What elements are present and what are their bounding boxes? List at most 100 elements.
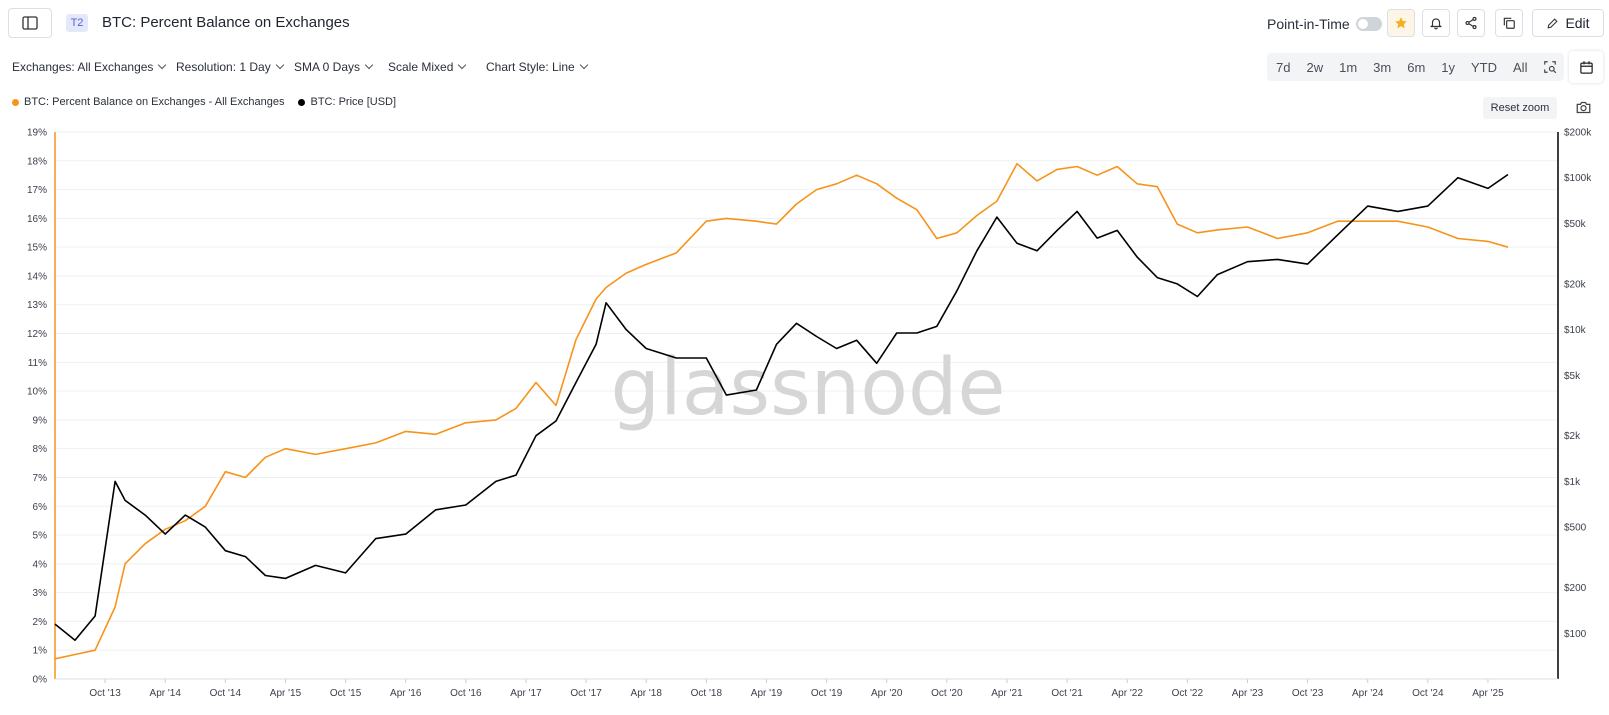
legend-label-price: BTC: Price [USD]	[310, 96, 397, 108]
y-left-tick-label: 18%	[27, 156, 47, 167]
chevron-down-icon	[364, 60, 374, 70]
y-right-tick-label: $100k	[1564, 173, 1592, 184]
x-tick-label: Oct '21	[1051, 688, 1083, 699]
y-right-tick-label: $5k	[1564, 371, 1581, 382]
y-right-tick-label: $10k	[1564, 325, 1587, 336]
range-1y[interactable]: 1y	[1441, 59, 1456, 75]
legend-label-balance: BTC: Percent Balance on Exchanges - All …	[24, 96, 285, 108]
chevron-down-icon	[275, 60, 284, 70]
reset-zoom-button[interactable]: Reset zoom	[1483, 97, 1557, 119]
point-in-time-toggle[interactable]	[1356, 17, 1382, 31]
legend-item-balance[interactable]: BTC: Percent Balance on Exchanges - All …	[12, 96, 284, 108]
legend-dot-price	[298, 98, 306, 106]
series-line-balance	[54, 162, 1509, 660]
y-left-tick-label: 3%	[33, 588, 48, 599]
tier-badge: T2	[66, 14, 88, 32]
y-right-tick-label: $20k	[1564, 279, 1587, 290]
scale-dropdown[interactable]: Scale Mixed	[388, 60, 467, 74]
range-1m[interactable]: 1m	[1339, 59, 1358, 75]
y-right-tick-label: $200	[1564, 583, 1587, 594]
chevron-down-icon	[579, 60, 588, 70]
filter-bar: Exchanges: All Exchanges Resolution: 1 D…	[0, 52, 1609, 82]
y-left-tick-label: 5%	[33, 531, 48, 542]
x-tick-label: Oct '13	[89, 688, 121, 699]
screenshot-button[interactable]	[1576, 101, 1591, 119]
exchanges-dropdown-label: Exchanges: All Exchanges	[12, 60, 154, 74]
y-left-tick-label: 11%	[28, 358, 47, 369]
calendar-icon	[1579, 60, 1593, 74]
y-left-tick-label: 13%	[27, 300, 47, 311]
range-ytd[interactable]: YTD	[1471, 59, 1498, 75]
time-range-selector: 7d 2w 1m 3m 6m 1y YTD All	[1267, 53, 1564, 81]
resolution-dropdown-label: Resolution: 1 Day	[176, 60, 271, 74]
range-all[interactable]: All	[1513, 59, 1528, 75]
legend-item-price[interactable]: BTC: Price [USD]	[298, 96, 396, 108]
alert-button[interactable]	[1422, 9, 1450, 37]
sidebar-icon	[22, 16, 38, 30]
x-tick-label: Apr '21	[991, 688, 1023, 699]
share-icon	[1465, 16, 1477, 30]
sidebar-toggle-button[interactable]	[8, 8, 52, 38]
y-left-tick-label: 9%	[33, 415, 48, 426]
y-left-tick-label: 1%	[33, 646, 48, 657]
point-in-time-label: Point-in-Time	[1267, 16, 1350, 32]
chart[interactable]: glassnode 0%1%2%3%4%5%6%7%8%9%10%11%12%1…	[0, 124, 1609, 715]
duplicate-button[interactable]	[1495, 9, 1523, 37]
y-axis-left: 0% 1% 2% 3% 4% 5% 6% 7% 8% 9% 10% 11% 12% 13% 14% 15% 16…	[27, 128, 47, 686]
page-title: BTC: Percent Balance on Exchanges	[102, 14, 350, 31]
share-button[interactable]	[1457, 9, 1485, 37]
x-tick-label: Apr '15	[270, 688, 302, 699]
range-6m[interactable]: 6m	[1407, 59, 1426, 75]
x-tick-label: Oct '17	[570, 688, 602, 699]
edit-button[interactable]: Edit	[1532, 9, 1604, 37]
zoom-select-button[interactable]	[1535, 53, 1565, 81]
top-bar: T2 BTC: Percent Balance on Exchanges Poi…	[0, 0, 1609, 48]
y-left-tick-label: 15%	[27, 243, 47, 254]
legend-dot-balance	[12, 98, 19, 106]
range-7d[interactable]: 7d	[1276, 59, 1291, 75]
sma-dropdown[interactable]: SMA 0 Days	[294, 60, 374, 74]
y-right-tick-label: $50k	[1564, 219, 1587, 230]
x-tick-label: Apr '16	[390, 688, 422, 699]
y-left-tick-label: 10%	[27, 387, 47, 398]
y-left-tick-label: 14%	[27, 271, 47, 282]
chart-style-dropdown[interactable]: Chart Style: Line	[486, 60, 588, 74]
x-tick-label: Apr '17	[510, 688, 542, 699]
y-right-tick-label: $500	[1564, 523, 1587, 534]
zoom-select-icon	[1544, 61, 1557, 74]
x-axis: Oct '13 Apr '14 Oct '14 Apr '15 Oct '15 Apr '…	[89, 679, 1504, 699]
x-tick-label: Oct '22	[1172, 688, 1204, 699]
range-2w[interactable]: 2w	[1306, 59, 1324, 75]
x-tick-label: Oct '19	[811, 688, 843, 699]
resolution-dropdown[interactable]: Resolution: 1 Day	[176, 60, 284, 74]
y-right-tick-label: $100	[1564, 629, 1587, 640]
x-tick-label: Apr '14	[150, 688, 182, 699]
edit-label: Edit	[1565, 15, 1590, 31]
x-tick-label: Oct '24	[1412, 688, 1444, 699]
favorite-button[interactable]	[1387, 9, 1415, 37]
y-left-tick-label: 17%	[27, 185, 47, 196]
series-line-price	[54, 173, 1509, 641]
star-icon	[1395, 17, 1407, 29]
y-left-tick-label: 8%	[33, 444, 48, 455]
y-left-tick-label: 4%	[33, 559, 48, 570]
bell-icon	[1429, 18, 1443, 30]
sma-dropdown-label: SMA 0 Days	[294, 60, 361, 74]
copy-icon	[1503, 17, 1515, 29]
chart-style-dropdown-label: Chart Style: Line	[486, 60, 575, 74]
range-3m[interactable]: 3m	[1373, 59, 1392, 75]
y-right-tick-label: $1k	[1564, 477, 1581, 488]
x-tick-label: Apr '23	[1232, 688, 1264, 699]
x-tick-label: Oct '16	[450, 688, 482, 699]
y-left-tick-label: 0%	[33, 675, 48, 686]
y-left-tick-label: 2%	[33, 617, 48, 628]
date-picker-button[interactable]	[1569, 51, 1603, 83]
y-left-tick-label: 16%	[27, 214, 47, 225]
chevron-down-icon	[158, 60, 167, 70]
x-tick-label: Apr '22	[1112, 688, 1144, 699]
x-tick-label: Apr '24	[1352, 688, 1384, 699]
y-axis-right: $100 $200 $500 $1k $2k $5k $10k $20k $50k $100k $2…	[1564, 128, 1592, 640]
camera-icon	[1576, 101, 1591, 114]
exchanges-dropdown[interactable]: Exchanges: All Exchanges	[12, 60, 167, 74]
x-tick-label: Oct '14	[210, 688, 242, 699]
